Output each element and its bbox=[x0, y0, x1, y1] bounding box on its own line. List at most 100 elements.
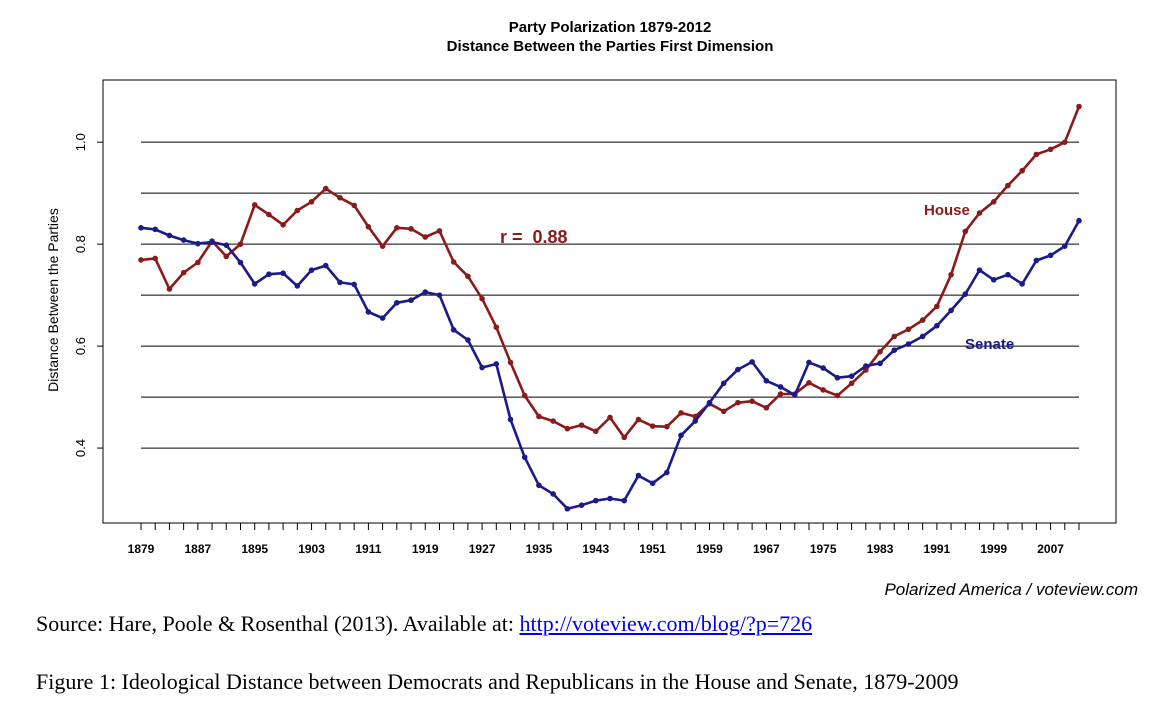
house-point bbox=[280, 221, 286, 228]
house-point bbox=[649, 423, 656, 429]
senate-label: Senate bbox=[965, 336, 1014, 353]
senate-point bbox=[820, 365, 826, 371]
house-point bbox=[919, 317, 926, 323]
senate-point bbox=[1005, 271, 1011, 278]
senate-point bbox=[635, 472, 642, 479]
house-point bbox=[408, 226, 414, 232]
senate-point bbox=[223, 242, 230, 248]
senate-point bbox=[152, 226, 159, 233]
senate-point bbox=[962, 291, 969, 297]
senate-point bbox=[195, 240, 201, 247]
senate-point bbox=[209, 239, 215, 245]
house-point bbox=[1019, 167, 1025, 174]
senate-point bbox=[990, 277, 997, 283]
senate-point bbox=[1061, 243, 1068, 249]
x-tick-label: 1903 bbox=[298, 542, 325, 556]
polarization-chart: Party Polarization 1879-2012 Distance Be… bbox=[45, 19, 1117, 556]
senate-line bbox=[140, 220, 1081, 511]
senate-point bbox=[408, 297, 414, 304]
house-point bbox=[308, 199, 315, 205]
senate-point bbox=[237, 259, 244, 266]
y-tick-label: 0.8 bbox=[73, 235, 88, 253]
house-point bbox=[550, 418, 556, 424]
senate-point bbox=[834, 374, 841, 381]
senate-point bbox=[948, 307, 954, 314]
credit-line: Polarized America / voteview.com bbox=[884, 580, 1138, 600]
house-point bbox=[493, 324, 500, 331]
house-point bbox=[848, 380, 855, 387]
house-point bbox=[635, 416, 642, 423]
house-point bbox=[450, 259, 457, 265]
x-tick-label: 1967 bbox=[753, 542, 780, 556]
senate-point bbox=[1047, 252, 1054, 259]
x-tick-label: 1991 bbox=[924, 542, 951, 556]
senate-point bbox=[649, 480, 656, 487]
house-point bbox=[934, 303, 940, 310]
senate-point bbox=[692, 418, 699, 424]
chart-title: Party Polarization 1879-2012 bbox=[509, 19, 712, 36]
senate-point bbox=[138, 225, 144, 231]
house-point bbox=[223, 253, 230, 260]
house-point bbox=[806, 380, 812, 386]
house-point bbox=[422, 234, 429, 240]
senate-series bbox=[138, 217, 1082, 512]
senate-point bbox=[763, 377, 770, 384]
senate-point bbox=[877, 360, 883, 367]
x-tick-label: 1951 bbox=[639, 542, 666, 556]
senate-point bbox=[394, 299, 400, 306]
x-tick-label: 1975 bbox=[810, 542, 837, 556]
house-point bbox=[266, 211, 272, 218]
x-tick-label: 1887 bbox=[184, 542, 211, 556]
x-axis: 1879 1887 1895 1903 1911 1919 1927 1935 1943 1951… bbox=[128, 523, 1080, 556]
house-point bbox=[990, 199, 997, 205]
source-link[interactable]: http://voteview.com/blog/?p=726 bbox=[519, 611, 813, 636]
senate-point bbox=[550, 491, 556, 497]
senate-point bbox=[507, 416, 514, 423]
senate-point bbox=[280, 270, 286, 277]
senate-point bbox=[536, 482, 542, 489]
senate-point bbox=[493, 361, 500, 367]
senate-point bbox=[379, 315, 386, 321]
house-point bbox=[777, 391, 784, 397]
house-point bbox=[976, 210, 983, 216]
senate-point bbox=[919, 333, 926, 340]
house-point bbox=[365, 224, 372, 230]
correlation-annotation: r = 0.88 bbox=[500, 227, 568, 247]
senate-point bbox=[1033, 257, 1040, 264]
house-point bbox=[564, 425, 571, 432]
house-point bbox=[834, 392, 841, 399]
house-point bbox=[195, 259, 201, 266]
senate-point bbox=[664, 469, 670, 476]
house-point bbox=[322, 185, 329, 192]
senate-point bbox=[791, 392, 798, 398]
x-tick-label: 1919 bbox=[412, 542, 439, 556]
house-point bbox=[1005, 182, 1011, 189]
senate-point bbox=[564, 505, 571, 512]
senate-point bbox=[720, 380, 727, 387]
house-point bbox=[152, 255, 159, 262]
senate-point bbox=[905, 341, 912, 347]
house-point bbox=[905, 326, 912, 333]
house-point bbox=[749, 398, 755, 404]
house-point bbox=[507, 359, 514, 366]
plot-frame bbox=[102, 79, 1117, 524]
senate-point bbox=[294, 283, 301, 289]
house-point bbox=[720, 408, 727, 415]
y-axis: 0.4 0.6 0.8 1.0 bbox=[73, 133, 103, 457]
senate-point bbox=[521, 454, 528, 461]
senate-point bbox=[735, 366, 741, 373]
senate-point bbox=[678, 432, 684, 439]
x-tick-label: 1879 bbox=[128, 542, 155, 556]
house-point bbox=[337, 194, 343, 201]
house-point bbox=[763, 404, 770, 411]
series bbox=[138, 103, 1082, 512]
senate-point bbox=[322, 262, 329, 269]
y-axis-label: Distance Between the Parties bbox=[45, 208, 61, 392]
senate-point bbox=[479, 364, 485, 371]
house-point bbox=[1047, 146, 1054, 153]
house-point bbox=[578, 422, 585, 428]
senate-point bbox=[465, 337, 471, 343]
senate-point bbox=[180, 237, 187, 243]
gridlines bbox=[141, 141, 1079, 449]
x-tick-label: 1927 bbox=[469, 542, 496, 556]
